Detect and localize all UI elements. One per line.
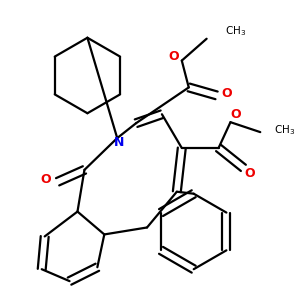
Text: O: O <box>40 173 51 186</box>
Text: O: O <box>230 108 241 121</box>
Text: N: N <box>114 136 124 148</box>
Text: CH$_3$: CH$_3$ <box>224 24 246 38</box>
Text: O: O <box>221 87 232 100</box>
Text: O: O <box>244 167 255 180</box>
Text: CH$_3$: CH$_3$ <box>274 123 296 137</box>
Text: O: O <box>169 50 179 63</box>
